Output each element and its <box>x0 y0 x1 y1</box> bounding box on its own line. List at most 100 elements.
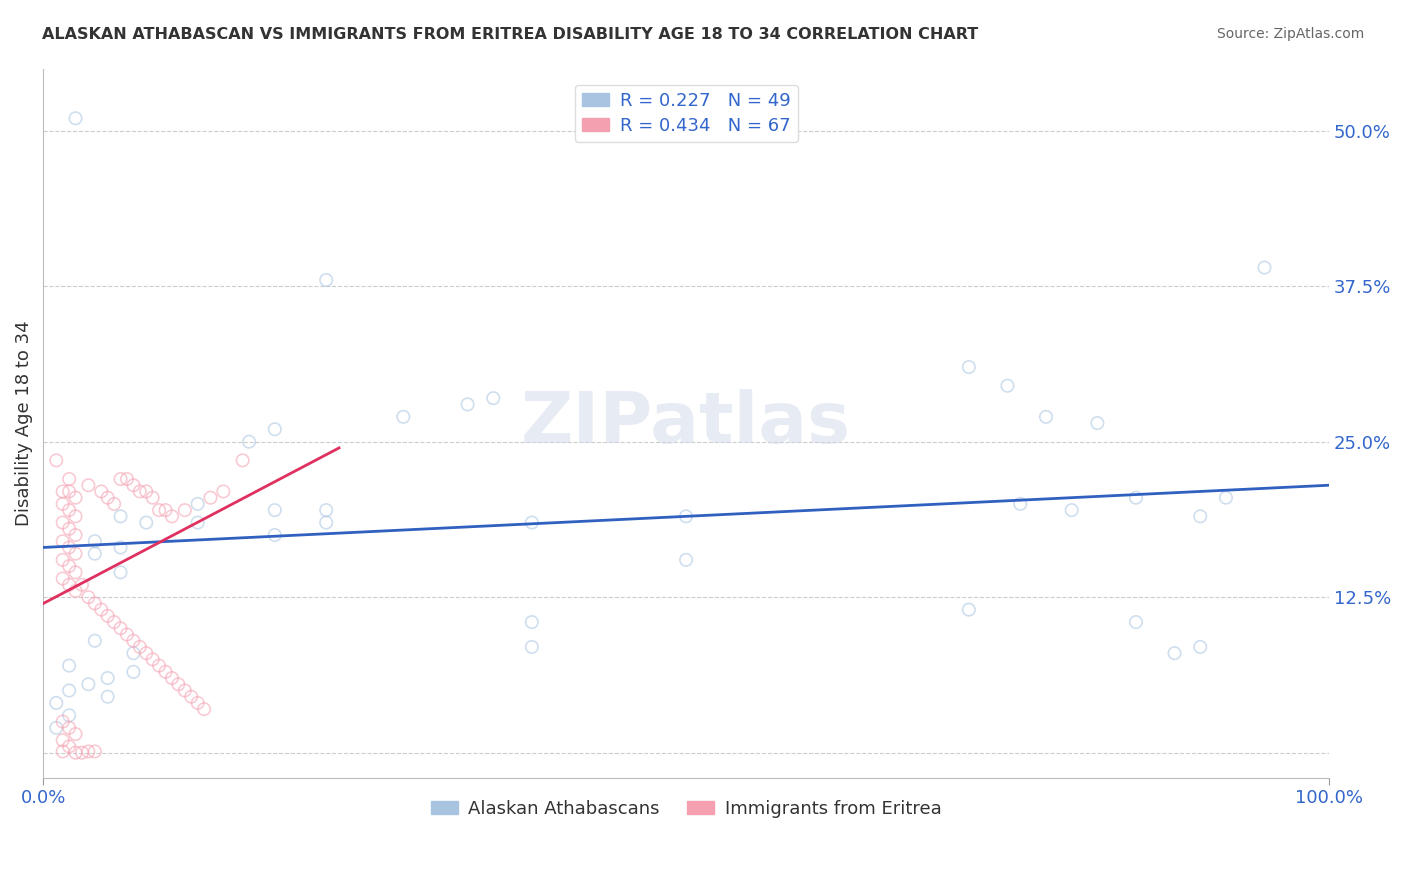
Point <box>52 572 75 586</box>
Point <box>122 478 145 492</box>
Point <box>173 503 195 517</box>
Y-axis label: Disability Age 18 to 34: Disability Age 18 to 34 <box>15 320 32 526</box>
Point <box>58 658 80 673</box>
Point <box>58 739 80 754</box>
Point <box>1189 640 1212 654</box>
Point <box>58 578 80 592</box>
Point <box>77 590 100 604</box>
Point <box>83 596 105 610</box>
Point <box>110 472 132 486</box>
Point <box>52 733 75 747</box>
Point <box>103 615 125 629</box>
Point <box>457 397 479 411</box>
Point <box>58 484 80 499</box>
Point <box>52 553 75 567</box>
Point <box>193 702 215 716</box>
Point <box>1163 646 1185 660</box>
Point <box>45 721 67 735</box>
Point <box>65 727 87 741</box>
Text: Source: ZipAtlas.com: Source: ZipAtlas.com <box>1216 27 1364 41</box>
Point <box>65 584 87 599</box>
Point <box>160 671 183 685</box>
Text: ZIPatlas: ZIPatlas <box>522 389 851 458</box>
Point <box>238 434 260 449</box>
Point <box>1215 491 1237 505</box>
Point <box>957 602 980 616</box>
Point <box>97 690 120 704</box>
Point <box>97 491 120 505</box>
Point <box>148 503 170 517</box>
Legend: Alaskan Athabascans, Immigrants from Eritrea: Alaskan Athabascans, Immigrants from Eri… <box>423 793 949 825</box>
Point <box>52 497 75 511</box>
Point <box>187 497 209 511</box>
Point <box>97 671 120 685</box>
Point <box>128 640 150 654</box>
Point <box>45 696 67 710</box>
Point <box>142 652 165 666</box>
Point <box>155 503 177 517</box>
Point <box>58 683 80 698</box>
Point <box>83 534 105 549</box>
Point <box>65 491 87 505</box>
Point <box>392 409 415 424</box>
Point <box>110 541 132 555</box>
Point <box>167 677 190 691</box>
Point <box>115 627 138 641</box>
Point <box>58 503 80 517</box>
Point <box>58 708 80 723</box>
Point <box>115 472 138 486</box>
Point <box>58 559 80 574</box>
Point <box>110 509 132 524</box>
Point <box>65 547 87 561</box>
Point <box>65 566 87 580</box>
Point <box>135 484 157 499</box>
Point <box>173 683 195 698</box>
Point <box>315 503 337 517</box>
Point <box>315 516 337 530</box>
Point <box>155 665 177 679</box>
Point <box>675 509 697 524</box>
Point <box>520 516 543 530</box>
Point <box>65 746 87 760</box>
Point <box>45 453 67 467</box>
Point <box>520 615 543 629</box>
Point <box>1060 503 1083 517</box>
Point <box>52 744 75 758</box>
Point <box>90 602 112 616</box>
Point <box>58 472 80 486</box>
Point <box>65 112 87 126</box>
Point <box>70 746 93 760</box>
Point <box>58 522 80 536</box>
Point <box>1035 409 1057 424</box>
Point <box>110 566 132 580</box>
Point <box>52 484 75 499</box>
Point <box>148 658 170 673</box>
Point <box>263 528 285 542</box>
Point <box>83 547 105 561</box>
Point <box>122 646 145 660</box>
Point <box>65 528 87 542</box>
Point <box>187 696 209 710</box>
Point <box>180 690 202 704</box>
Point <box>1189 509 1212 524</box>
Point <box>58 721 80 735</box>
Point <box>77 744 100 758</box>
Point <box>160 509 183 524</box>
Point <box>52 714 75 729</box>
Point <box>1253 260 1275 275</box>
Point <box>122 665 145 679</box>
Point <box>997 378 1019 392</box>
Point <box>1010 497 1032 511</box>
Point <box>1087 416 1109 430</box>
Point <box>65 509 87 524</box>
Point <box>70 578 93 592</box>
Point <box>1125 615 1147 629</box>
Point <box>122 633 145 648</box>
Point <box>200 491 222 505</box>
Point <box>90 484 112 499</box>
Point <box>83 744 105 758</box>
Point <box>52 516 75 530</box>
Point <box>232 453 254 467</box>
Point <box>128 484 150 499</box>
Point <box>83 633 105 648</box>
